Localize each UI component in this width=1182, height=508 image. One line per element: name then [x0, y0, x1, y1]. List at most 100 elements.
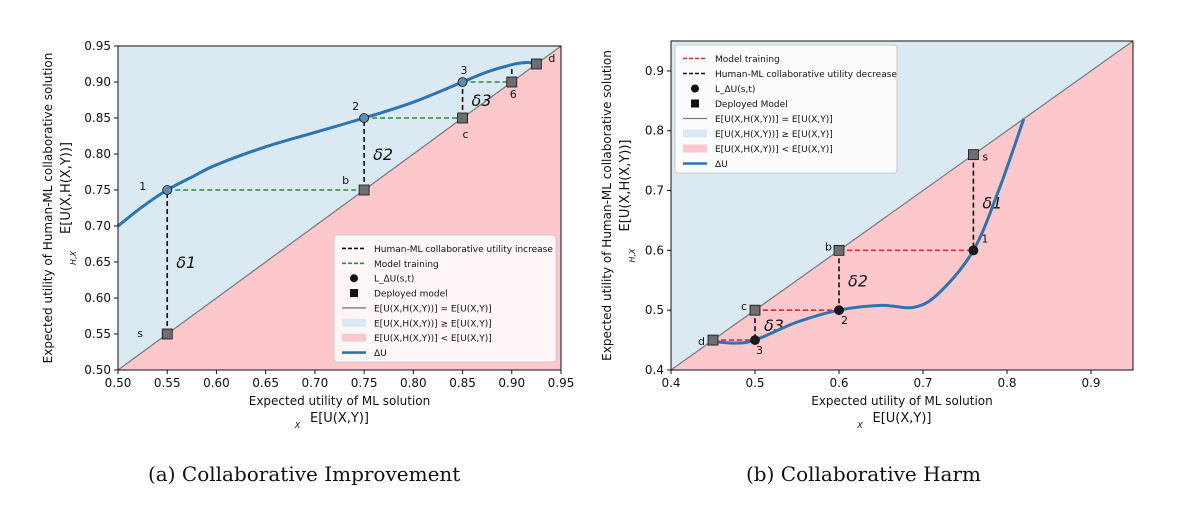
y-tick-label: 0.5: [645, 303, 664, 317]
legend-handle-square: [691, 99, 699, 108]
circle-label: 1: [139, 180, 146, 193]
legend-label: Model training: [715, 55, 780, 65]
x-tick-label: 0.80: [400, 376, 427, 390]
legend-label: E[U(X,H(X,Y))] = E[U(X,Y)]: [715, 115, 833, 125]
deployed-model-square: [530, 58, 542, 70]
square-label: d: [698, 335, 705, 348]
caption-a: (a) Collaborative Improvement: [148, 462, 461, 486]
y-tick-label: 0.6: [645, 243, 664, 257]
legend-label: L_ΔU(s,t): [374, 275, 414, 285]
deployed-model-square: [161, 328, 173, 340]
x-tick-label: 0.65: [252, 376, 279, 390]
x-axis-sublabel: E[U(X,Y)]: [310, 411, 369, 426]
legend-handle-blue-patch: [342, 318, 366, 327]
legend-label: E[U(X,H(X,Y))] < E[U(X,Y)]: [374, 334, 492, 344]
y-tick-label: 0.75: [84, 183, 111, 197]
legend-label: L_ΔU(s,t): [715, 85, 755, 95]
loss-circle-point: [162, 185, 173, 195]
circle-label: 2: [841, 314, 848, 327]
legend-item: Model training: [683, 55, 780, 65]
legend-label: Deployed Model: [715, 100, 788, 110]
x-axis-label: Expected utility of ML solution: [249, 394, 431, 408]
plot-frame: [117, 45, 562, 371]
square-label: s: [137, 327, 143, 340]
x-axis-label: Expected utility of ML solution: [811, 394, 993, 408]
legend-item: E[U(X,H(X,Y))] < E[U(X,Y)]: [683, 144, 833, 155]
legend-handle-red-patch: [342, 333, 366, 342]
circle-label: 3: [756, 344, 763, 357]
legend-item: Deployed model: [350, 289, 448, 300]
square-label: c: [741, 300, 747, 313]
y-tick-label: 0.50: [84, 363, 111, 377]
legend-item: E[U(X,H(X,Y))] = E[U(X,Y)]: [683, 115, 833, 125]
x-tick-label: 0.5: [745, 376, 764, 390]
square-label: d: [548, 52, 555, 65]
y-axis-sublabel-index: H,X: [628, 248, 637, 263]
legend-item: Deployed Model: [691, 99, 788, 110]
deployed-model-square: [707, 334, 719, 346]
y-axis-sublabel-index: H,X: [69, 250, 78, 265]
y-axis-label: Expected utility of Human-ML collaborati…: [41, 53, 55, 364]
delta-label: δ3: [472, 91, 492, 110]
legend-box: [333, 234, 557, 363]
x-tick-label: 0.55: [154, 376, 181, 390]
x-tick-label: 0.7: [913, 376, 932, 390]
y-tick-label: 0.9: [645, 64, 664, 78]
x-tick-label: 0.70: [302, 376, 329, 390]
x-tick-label: 0.60: [203, 376, 230, 390]
y-tick-label: 0.65: [84, 255, 111, 269]
deployed-model-square: [506, 76, 518, 88]
legend-item: ΔU: [342, 349, 387, 359]
legend-label: Human-ML collaborative utility increase: [374, 245, 553, 255]
legend-label: E[U(X,H(X,Y))] < E[U(X,Y)]: [715, 145, 833, 155]
x-tick-label: 0.8: [997, 376, 1016, 390]
square-label: b: [825, 240, 832, 253]
legend-label: ΔU: [715, 160, 728, 170]
diagonal-line: [670, 40, 1134, 371]
legend-label: E[U(X,H(X,Y))] = E[U(X,Y)]: [374, 304, 492, 314]
deployed-model-square: [358, 184, 370, 196]
y-tick-label: 0.55: [84, 327, 111, 341]
legend-handle-circle: [691, 84, 699, 93]
loss-circle-point: [750, 335, 760, 345]
legend-item: ΔU: [683, 160, 728, 170]
legend-box: [674, 44, 898, 174]
circle-label: 2: [352, 100, 359, 113]
legend-item: E[U(X,H(X,Y))] < E[U(X,Y)]: [342, 333, 492, 344]
y-tick-label: 0.90: [84, 75, 111, 89]
y-tick-label: 0.60: [84, 291, 111, 305]
x-axis-sublabel-index: X: [856, 421, 863, 430]
x-tick-label: 0.6: [829, 376, 848, 390]
square-label: b: [342, 174, 349, 187]
square-label: c: [463, 128, 469, 141]
legend-item: L_ΔU(s,t): [350, 274, 414, 285]
x-axis-sublabel-index: X: [294, 421, 301, 430]
y-tick-label: 0.8: [645, 124, 664, 138]
loss-circle-point: [834, 305, 844, 316]
plot-frame: [670, 40, 1134, 371]
legend-handle-red-patch: [683, 144, 707, 153]
x-tick-label: 0.9: [1081, 376, 1100, 390]
deployed-model-square: [457, 112, 468, 124]
circle-label: 1: [981, 232, 988, 245]
x-tick-label: 0.50: [105, 376, 132, 390]
legend-item: E[U(X,H(X,Y))] ≥ E[U(X,Y)]: [342, 318, 492, 329]
x-tick-label: 0.75: [351, 376, 378, 390]
legend-label: Deployed model: [374, 290, 448, 300]
legend-handle-square: [350, 289, 358, 298]
y-tick-label: 0.7: [645, 184, 664, 198]
square-label: s: [982, 151, 988, 164]
y-tick-label: 0.95: [84, 39, 111, 53]
diagonal-line: [117, 45, 562, 371]
legend-label: E[U(X,H(X,Y))] ≥ E[U(X,Y)]: [374, 319, 492, 329]
delta-label: δ2: [848, 271, 868, 290]
x-tick-label: 0.90: [498, 376, 525, 390]
legend-item: Model training: [342, 260, 439, 270]
chart-panel-a: δ1 δ2 δ3 s b c d 6 1 2 3 0.50 0.55 0.60 0.65 0.70 0.75 0.…: [41, 39, 574, 430]
loss-circle-point: [457, 77, 468, 87]
loss-circle-point: [968, 245, 979, 256]
legend-label: E[U(X,H(X,Y))] ≥ E[U(X,Y)]: [715, 130, 833, 140]
legend-item: Human-ML collaborative utility increase: [342, 245, 553, 255]
